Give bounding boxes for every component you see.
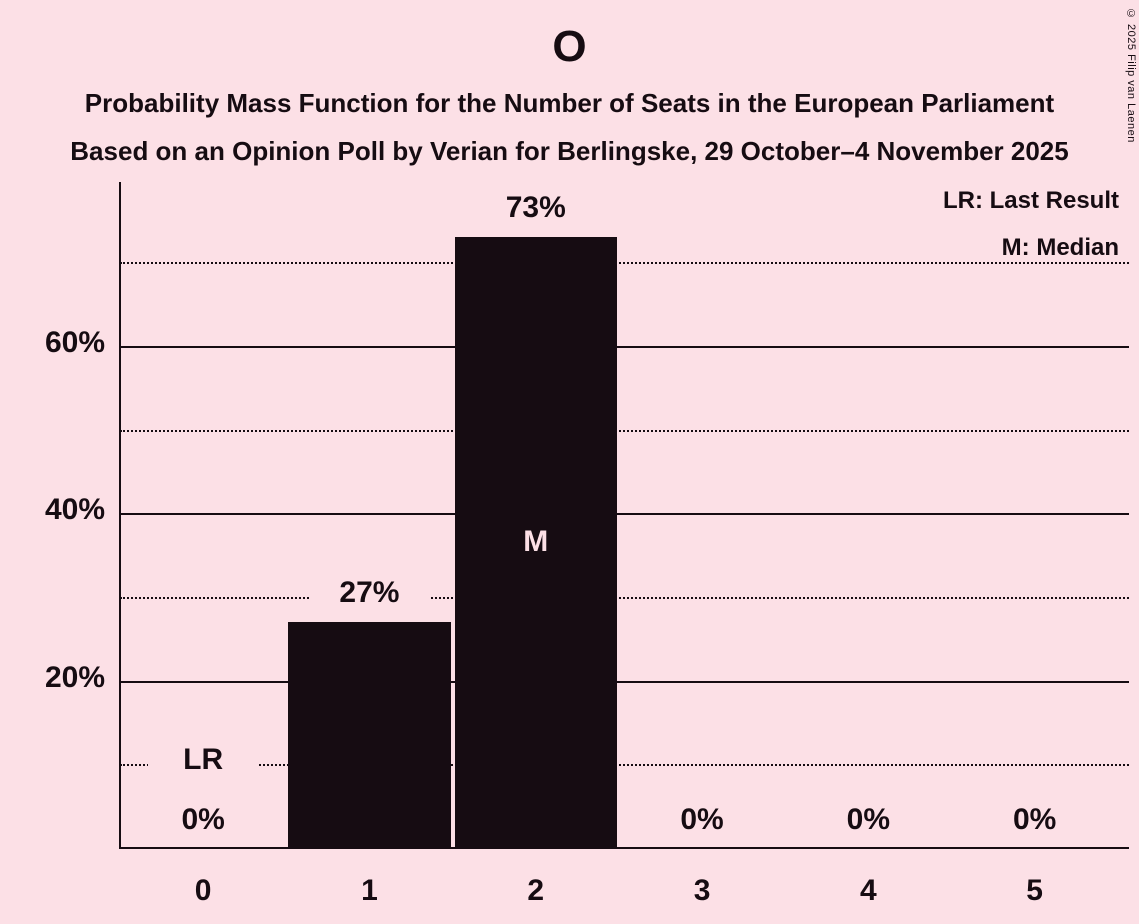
gridline-dotted-70pct xyxy=(120,262,1129,265)
bar-value-label: 0% xyxy=(143,799,264,841)
chart-subtitle-line2: Based on an Opinion Poll by Verian for B… xyxy=(70,136,1069,166)
legend-median: M: Median xyxy=(1001,234,1119,261)
gridline-solid-20pct xyxy=(120,680,1129,683)
x-axis-line xyxy=(119,847,1129,849)
x-tick-label-4: 4 xyxy=(860,874,877,907)
copyright-notice: © 2025 Filip van Laenen xyxy=(1125,8,1137,143)
y-tick-label: 60% xyxy=(44,325,105,359)
last-result-marker: LR xyxy=(148,739,259,781)
x-tick-label-5: 5 xyxy=(1026,874,1043,907)
chart-title: O xyxy=(552,22,587,71)
y-tick-label: 40% xyxy=(44,493,105,527)
bar-value-label: 0% xyxy=(808,799,929,841)
bar-value-label: 0% xyxy=(642,799,763,841)
y-tick-label: 20% xyxy=(44,660,105,694)
bar-value-label: 27% xyxy=(309,572,430,614)
bar-value-label: 73% xyxy=(475,186,596,229)
gridline-solid-40pct xyxy=(120,513,1129,516)
x-tick-label-1: 1 xyxy=(361,874,378,907)
legend-last-result: LR: Last Result xyxy=(942,187,1119,214)
gridline-dotted-30pct xyxy=(120,596,1129,599)
x-tick-label-2: 2 xyxy=(527,874,545,907)
x-tick-label-3: 3 xyxy=(693,874,711,907)
bar-value-label: 0% xyxy=(974,799,1095,841)
gridline-dotted-10pct xyxy=(120,764,1129,767)
gridline-dotted-50pct xyxy=(120,429,1129,432)
bar-seats-1 xyxy=(288,622,451,848)
x-tick-label-0: 0 xyxy=(194,874,212,907)
median-marker: M xyxy=(523,525,549,559)
bar-seats-2 xyxy=(454,236,617,848)
gridline-solid-60pct xyxy=(120,345,1129,348)
chart-subtitle-line1: Probability Mass Function for the Number… xyxy=(84,88,1055,118)
